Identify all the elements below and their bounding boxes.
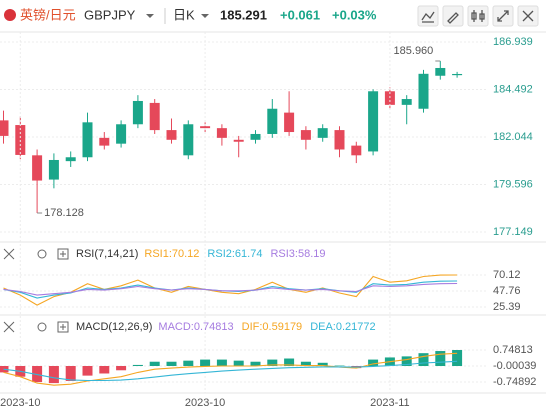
- legend-entry: RSI2:61.74: [207, 248, 262, 260]
- candle-body: [368, 91, 379, 152]
- y-tick-label: 184.492: [493, 83, 533, 95]
- histogram-bar: [401, 356, 412, 367]
- candle-body: [48, 159, 59, 180]
- histogram-bar: [166, 361, 177, 367]
- histogram-bar: [200, 359, 211, 367]
- legend-entry: DEA:0.21772: [310, 321, 375, 333]
- histogram-bar: [300, 361, 311, 367]
- histogram-bar: [452, 350, 463, 367]
- histogram-bar: [250, 361, 261, 367]
- y-tick-label: 70.12: [493, 269, 521, 281]
- candle-body: [300, 130, 311, 140]
- histogram-bar: [82, 366, 93, 376]
- candle-body: [149, 102, 160, 131]
- series-line: [3, 282, 458, 296]
- candle-body: [233, 139, 244, 142]
- histogram-bar: [216, 359, 227, 367]
- dropdown-icon[interactable]: [201, 14, 209, 18]
- y-tick-label: 47.76: [493, 285, 521, 297]
- rsi-panel-icons: [3, 248, 69, 260]
- legend-entry: RSI1:70.12: [144, 248, 199, 260]
- candle-body: [284, 112, 295, 133]
- candle-body: [351, 145, 362, 156]
- candle-body: [132, 100, 143, 125]
- histogram-bar: [183, 360, 194, 367]
- histogram-bar: [233, 360, 244, 367]
- candle-body: [82, 122, 93, 158]
- y-tick-label: 179.596: [493, 178, 533, 190]
- flag-icon: [4, 9, 16, 21]
- symbol: 英镑/日元: [20, 7, 76, 22]
- candle-body: [401, 99, 412, 105]
- y-tick-label: -0.74892: [493, 376, 536, 388]
- series-line: [3, 274, 458, 306]
- histogram-bar: [317, 362, 328, 367]
- candle-body: [452, 73, 463, 76]
- x-tick-label: 2023-10: [0, 397, 40, 409]
- histogram-bar: [267, 359, 278, 367]
- x-tick-label: 2023-10: [185, 397, 225, 409]
- histogram-bar: [149, 361, 160, 367]
- y-tick-label: 182.044: [493, 131, 533, 143]
- histogram-bar: [418, 353, 429, 367]
- y-tick-label: 186.939: [493, 36, 533, 48]
- candle-body: [65, 157, 76, 162]
- candle-body: [334, 130, 345, 150]
- candle-body: [15, 125, 26, 155]
- panel-title: MACD(12,26,9): [76, 321, 152, 333]
- histogram-bar: [32, 366, 43, 383]
- candle-body: [166, 130, 177, 140]
- dropdown-icon[interactable]: [146, 14, 154, 18]
- y-tick-label: -0.00039: [493, 360, 536, 372]
- candle-body: [267, 108, 278, 134]
- histogram-bar: [99, 366, 110, 374]
- candle-body: [32, 155, 43, 181]
- series-line: [3, 360, 458, 382]
- code[interactable]: GBPJPY: [84, 7, 136, 22]
- candle-body: [99, 137, 110, 146]
- annotation: 178.128: [44, 207, 84, 219]
- x-tick-label: 2023-11: [370, 397, 410, 409]
- candle-body: [183, 124, 194, 156]
- histogram-bar: [368, 359, 379, 367]
- histogram-bar: [435, 351, 446, 367]
- toolbar: [417, 5, 539, 27]
- series-line: [3, 352, 458, 386]
- legend-entry: MACD:0.74813: [158, 321, 233, 333]
- candle-body: [384, 91, 395, 105]
- histogram-bar: [284, 358, 295, 367]
- tool-button[interactable]: [467, 5, 489, 27]
- candle-body: [200, 126, 211, 129]
- candle-body: [250, 133, 261, 140]
- candle-body: [116, 124, 127, 144]
- histogram-bar: [132, 364, 143, 367]
- candle-body: [418, 73, 429, 109]
- candle-body: [317, 128, 328, 138]
- candle-body: [216, 128, 227, 138]
- y-tick-label: 0.74813: [493, 344, 533, 356]
- price: 185.291: [220, 7, 267, 22]
- annotation: 185.960: [394, 45, 434, 57]
- y-tick-label: 25.39: [493, 301, 521, 313]
- histogram-bar: [48, 366, 59, 384]
- legend-entry: DIF:0.59179: [242, 321, 303, 333]
- change: +0.061: [280, 7, 320, 22]
- candle-body: [435, 67, 446, 76]
- panel-title: RSI(7,14,21): [76, 248, 138, 260]
- histogram-bar: [65, 366, 76, 381]
- histogram-bar: [116, 366, 127, 371]
- period[interactable]: 日K: [173, 7, 195, 22]
- change-pct: +0.03%: [332, 7, 377, 22]
- toolbar-icons: [421, 10, 534, 24]
- legend-entry: RSI3:58.19: [270, 248, 325, 260]
- y-tick-label: 177.149: [493, 226, 533, 238]
- macd-panel-icons: [3, 321, 69, 333]
- histogram-bar: [334, 365, 345, 367]
- candle-body: [0, 120, 9, 136]
